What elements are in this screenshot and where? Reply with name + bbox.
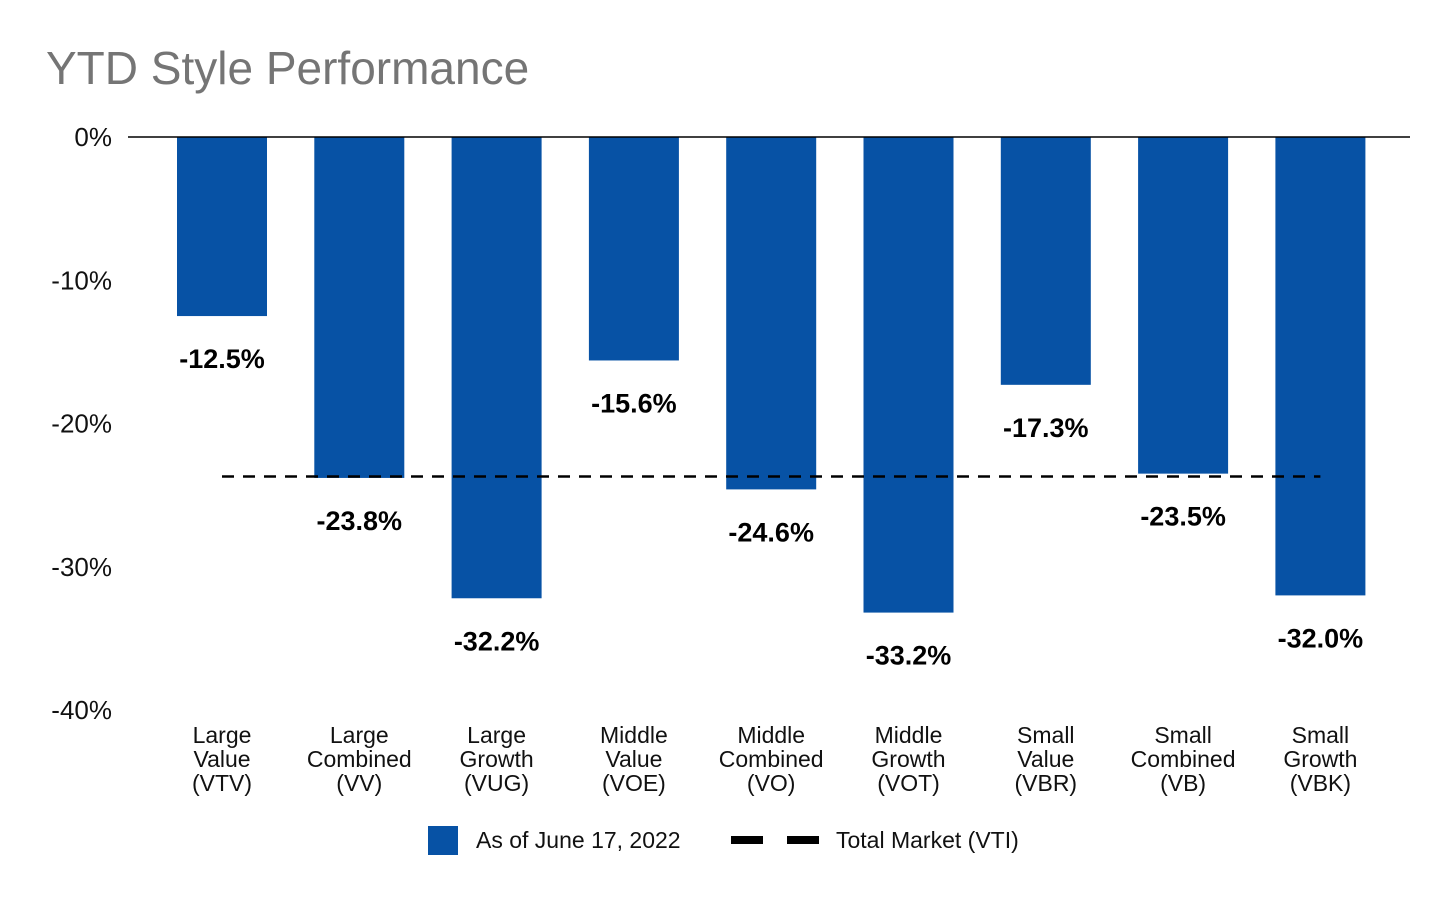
x-tick-label-line: (VBR) xyxy=(1014,770,1077,796)
bar xyxy=(1000,137,1091,385)
y-tick-label: 0% xyxy=(74,122,112,152)
x-tick-label-line: (VTV) xyxy=(192,770,252,796)
bar xyxy=(588,137,679,361)
x-tick-label-line: (VUG) xyxy=(464,770,529,796)
bar xyxy=(863,137,954,613)
data-label: -24.6% xyxy=(728,517,814,547)
legend: As of June 17, 2022 Total Market (VTI) xyxy=(428,826,1019,855)
y-tick-label: -40% xyxy=(51,695,112,725)
x-tick-label-line: Growth xyxy=(460,746,534,772)
x-tick-label-line: Large xyxy=(330,722,389,748)
data-label: -23.5% xyxy=(1140,502,1226,532)
x-tick-label-line: Small xyxy=(1017,722,1075,748)
y-tick-label: -30% xyxy=(51,552,112,582)
bars: -12.5% -23.8% -32.2% -15.6% -24.6% -33.2% -17.… xyxy=(177,137,1366,671)
x-tick-label-line: Small xyxy=(1292,722,1350,748)
x-tick-label-line: Growth xyxy=(1283,746,1357,772)
x-tick-label-line: Combined xyxy=(307,746,412,772)
y-axis: 0% -10% -20% -30% -40% xyxy=(51,122,112,725)
x-tick-label: Small Growth (VBK) xyxy=(1283,722,1357,796)
x-tick-label: Middle Combined (VO) xyxy=(719,722,824,796)
data-label: -23.8% xyxy=(317,506,403,536)
x-tick-label-line: (VO) xyxy=(747,770,796,796)
legend-label-reference: Total Market (VTI) xyxy=(836,827,1019,853)
data-label: -12.5% xyxy=(179,344,265,374)
data-label: -33.2% xyxy=(866,641,952,671)
x-tick-label-line: Large xyxy=(193,722,252,748)
x-tick-label: Large Combined (VV) xyxy=(307,722,412,796)
x-tick-label: Small Combined (VB) xyxy=(1131,722,1236,796)
x-tick-label-line: Middle xyxy=(737,722,805,748)
x-tick-label-line: (VB) xyxy=(1160,770,1206,796)
data-label: -32.2% xyxy=(454,626,540,656)
x-tick-label: Middle Value (VOE) xyxy=(600,722,668,796)
x-tick-label-line: Large xyxy=(467,722,526,748)
x-tick-label: Large Value (VTV) xyxy=(192,722,252,796)
chart-title: YTD Style Performance xyxy=(46,42,529,94)
x-tick-label-line: (VOT) xyxy=(877,770,940,796)
bar xyxy=(314,137,405,478)
y-tick-label: -10% xyxy=(51,265,112,295)
bar xyxy=(177,137,267,317)
x-tick-label-line: (VV) xyxy=(336,770,382,796)
x-tick-label-line: Combined xyxy=(719,746,824,772)
legend-label-series: As of June 17, 2022 xyxy=(476,827,681,853)
x-tick-label: Small Value (VBR) xyxy=(1014,722,1077,796)
x-tick-label-line: Value xyxy=(193,746,250,772)
x-tick-label-line: Value xyxy=(605,746,662,772)
bar xyxy=(1275,137,1366,596)
x-tick-label: Large Growth (VUG) xyxy=(460,722,534,796)
data-label: -17.3% xyxy=(1003,413,1089,443)
x-tick-label-line: Small xyxy=(1154,722,1212,748)
data-label: -32.0% xyxy=(1278,623,1364,653)
x-tick-label-line: Middle xyxy=(875,722,943,748)
y-tick-label: -20% xyxy=(51,409,112,439)
x-tick-label-line: Value xyxy=(1017,746,1074,772)
x-tick-label-line: Combined xyxy=(1131,746,1236,772)
legend-swatch-series xyxy=(428,826,458,855)
x-axis: Large Value (VTV)Large Combined (VV)Large Gro… xyxy=(192,722,1358,796)
bar xyxy=(726,137,817,490)
bar xyxy=(451,137,542,599)
x-tick-label-line: (VOE) xyxy=(602,770,666,796)
x-tick-label: Middle Growth (VOT) xyxy=(871,722,945,796)
x-tick-label-line: (VBK) xyxy=(1290,770,1351,796)
bar xyxy=(1138,137,1229,474)
x-tick-label-line: Growth xyxy=(871,746,945,772)
data-label: -15.6% xyxy=(591,388,677,418)
x-tick-label-line: Middle xyxy=(600,722,668,748)
